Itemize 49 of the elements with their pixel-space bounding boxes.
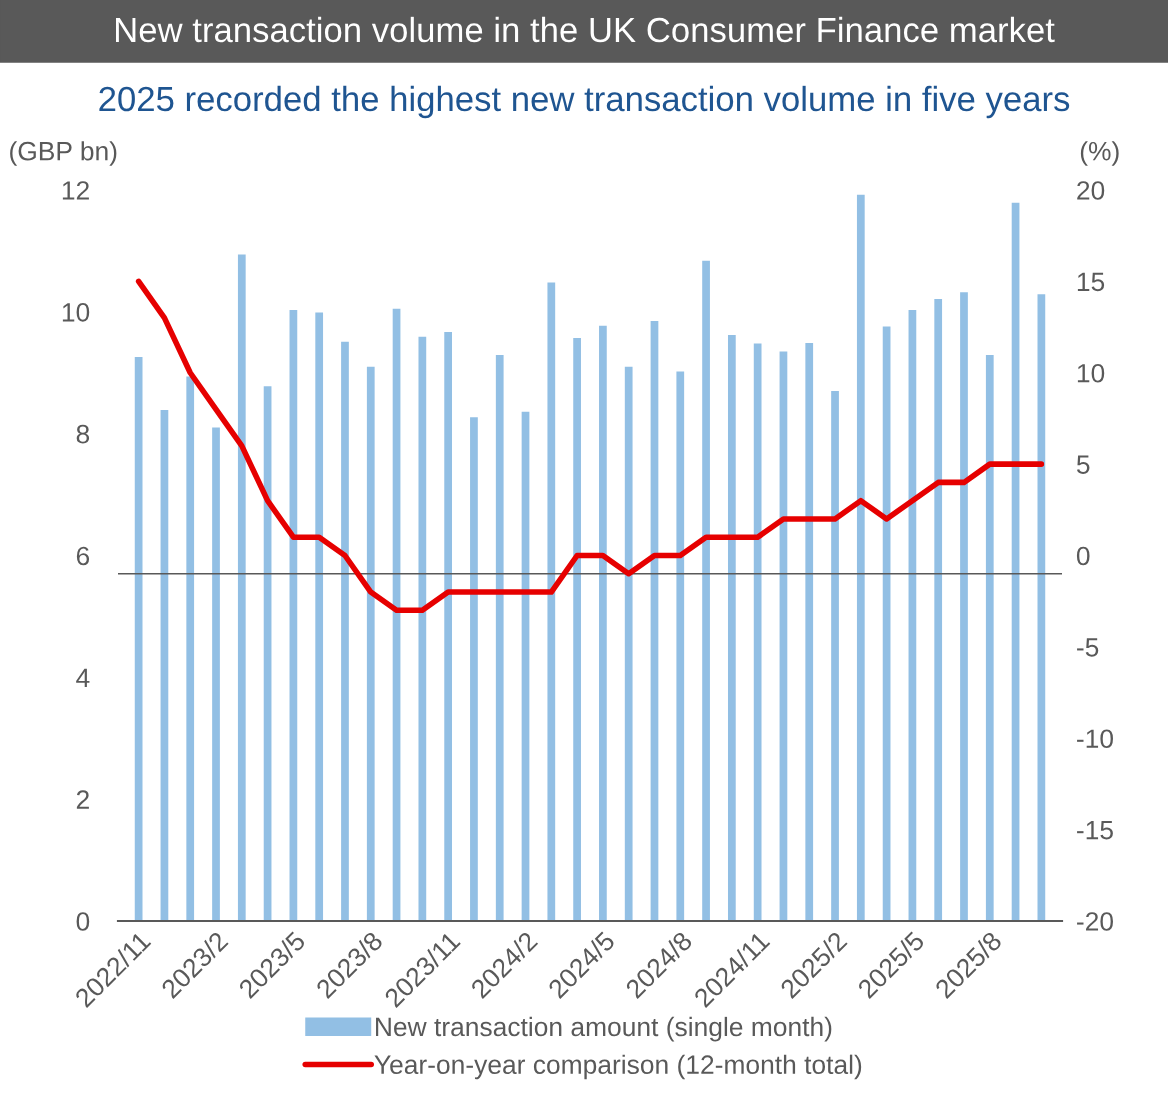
bar xyxy=(341,341,349,921)
bar xyxy=(134,356,143,921)
chart-title: New transaction volume in the UK Consumer Finance market xyxy=(116,16,1055,43)
y2-tick-label: 15 xyxy=(1077,272,1105,292)
bar xyxy=(573,338,581,921)
bar xyxy=(237,254,246,921)
bar xyxy=(1037,294,1046,921)
legend-label: New transaction amount (single month) xyxy=(376,1016,832,1042)
y-tick-label: 10 xyxy=(62,302,90,322)
y-tick-label: 0 xyxy=(76,912,90,931)
bar xyxy=(727,334,736,921)
bar xyxy=(753,343,762,921)
y-axis-title: (GBP bn) xyxy=(10,141,117,166)
y-tick-label: 4 xyxy=(76,668,90,687)
legend-label: Year-on-year comparison (12-month total) xyxy=(374,1054,862,1080)
bar xyxy=(831,391,839,921)
y2-tick-label: 0 xyxy=(1076,546,1090,566)
y2-tick-label: 20 xyxy=(1077,181,1105,200)
bar xyxy=(212,427,220,921)
y2-tick-label: 5 xyxy=(1076,455,1090,474)
bar xyxy=(624,366,633,921)
bar xyxy=(444,331,453,921)
bar xyxy=(315,312,324,921)
y2-tick-label: -10 xyxy=(1077,729,1113,749)
y2-axis-title: (%) xyxy=(1080,141,1119,166)
bar xyxy=(495,355,504,921)
chart-subtitle: 2025 recorded the highest new transaction volume in five years xyxy=(99,85,1070,119)
y-tick-label: 8 xyxy=(76,424,90,444)
y-tick-label: 12 xyxy=(62,181,89,200)
y2-tick-label: 10 xyxy=(1077,363,1105,383)
bar xyxy=(470,417,478,921)
bar xyxy=(547,282,556,921)
y2-tick-label: -5 xyxy=(1077,638,1099,657)
bar xyxy=(856,194,865,921)
bar xyxy=(960,292,968,921)
y2-tick-label: -20 xyxy=(1077,912,1113,931)
bar xyxy=(160,409,169,921)
bar xyxy=(676,371,685,921)
bar xyxy=(702,260,710,921)
y-tick-label: 2 xyxy=(76,790,89,809)
bar xyxy=(186,376,195,921)
bar xyxy=(366,366,375,921)
y2-tick-label: -15 xyxy=(1077,821,1113,840)
bar xyxy=(934,299,943,921)
y-tick-label: 6 xyxy=(76,546,90,566)
bar xyxy=(599,325,607,921)
bar xyxy=(418,336,427,921)
bar xyxy=(805,342,814,921)
bar xyxy=(985,355,994,921)
